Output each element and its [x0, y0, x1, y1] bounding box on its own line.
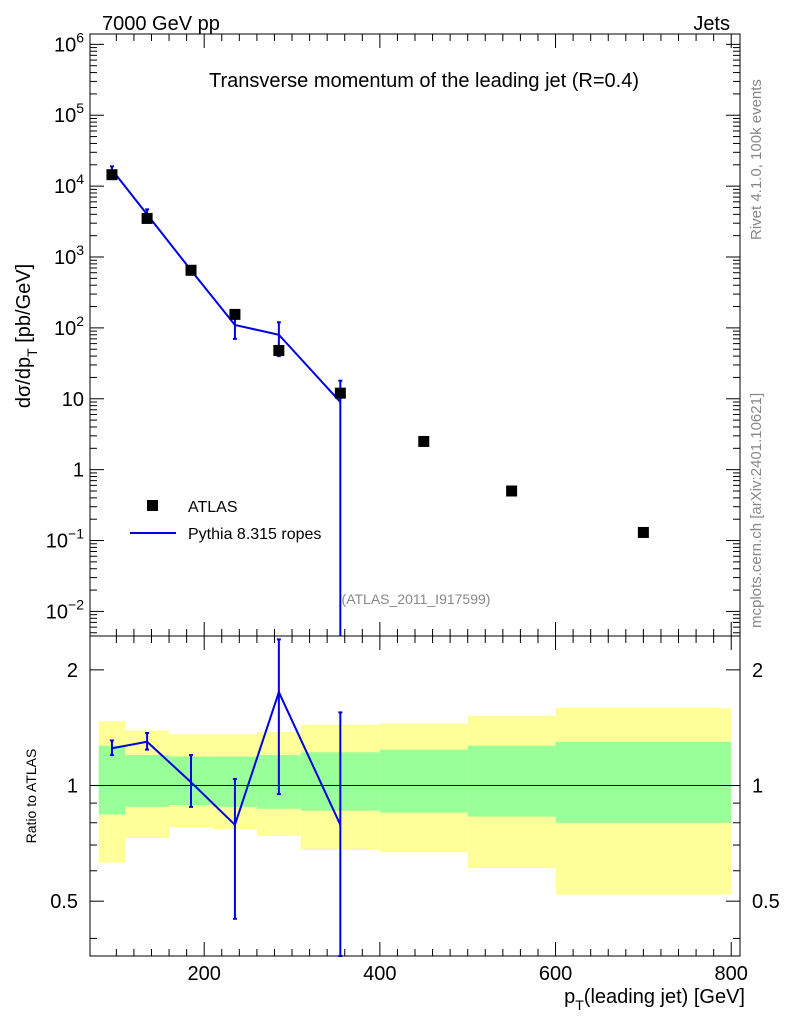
y-label-rest: [pb/GeV]	[13, 264, 35, 349]
y-tick-label: 10−1	[46, 526, 84, 553]
y-tick-label: 1	[73, 460, 84, 482]
ratio-y-tick-label: 0.5	[50, 891, 78, 913]
x-label-sub: T	[575, 997, 584, 1013]
atlas-data-point	[334, 387, 346, 399]
atlas-data-point	[141, 212, 153, 224]
y-tick-label: 104	[54, 171, 84, 198]
chart-title: Transverse momentum of the leading jet (…	[209, 70, 639, 92]
atlas-data-point	[106, 169, 118, 181]
ratio-y-axis-label: Ratio to ATLAS	[23, 749, 39, 844]
y-axis-label: dσ/dpT [pb/GeV]	[13, 264, 40, 408]
band-1sigma-bin	[379, 749, 468, 813]
ratio-y-tick-label: 1	[67, 776, 78, 798]
main-plot-frame	[89, 33, 741, 637]
atlas-data-point	[185, 264, 197, 276]
y-label-main: dσ/dp	[13, 357, 35, 408]
x-label-rest: (leading jet) [GeV]	[584, 986, 745, 1008]
y-tick-label: 10	[62, 389, 84, 411]
rivet-label: Rivet 4.1.0, 100k events	[748, 79, 765, 240]
mcplots-label: mcplots.cern.ch [arXiv:2401.10621]	[748, 393, 765, 628]
x-axis-label: pT(leading jet) [GeV]	[564, 986, 745, 1013]
atlas-data-point	[229, 308, 241, 320]
ratio-y-tick-label-right: 2	[752, 660, 763, 682]
ratio-y-axis: 0.5 0.5 1 1 2 2	[50, 660, 780, 939]
x-axis: 200 400 600 800	[115, 34, 748, 985]
band-1sigma-bin	[98, 745, 126, 815]
y-tick-label: 105	[54, 100, 84, 127]
legend-marker-atlas	[147, 500, 158, 511]
x-label-main: p	[564, 986, 575, 1008]
atlas-data-point	[506, 485, 518, 497]
ratio-y-tick-label: 2	[67, 660, 78, 682]
x-tick-label: 800	[715, 963, 748, 985]
x-tick-label: 600	[539, 963, 572, 985]
ratio-y-tick-label-right: 0.5	[752, 891, 780, 913]
band-1sigma-bin	[125, 755, 170, 807]
ratio-series-group	[109, 638, 343, 957]
legend-label-atlas: ATLAS	[188, 499, 238, 516]
header-left: 7000 GeV pp	[102, 13, 220, 35]
x-tick-label: 400	[363, 963, 396, 985]
y-label-sub: T	[24, 348, 40, 357]
band-1sigma-bin	[555, 741, 732, 823]
atlas-data-point	[637, 526, 649, 538]
y-tick-label: 10−2	[46, 596, 84, 623]
mc-series-group	[109, 165, 343, 636]
ratio-y-tick-label-right: 1	[752, 776, 763, 798]
y-tick-label: 103	[54, 242, 84, 269]
ratio-mc-line	[111, 689, 342, 827]
analysis-watermark: (ATLAS_2011_I917599)	[342, 591, 491, 607]
header-right: Jets	[693, 13, 730, 35]
ratio-y-label: Ratio to ATLAS	[23, 749, 39, 844]
x-tick-label: 200	[188, 963, 221, 985]
atlas-data-point	[273, 344, 285, 356]
y-tick-label: 106	[54, 29, 84, 56]
legend-label-pythia: Pythia 8.315 ropes	[188, 526, 321, 543]
atlas-series-group	[106, 169, 649, 538]
rivet-text: Rivet 4.1.0, 100k events	[748, 79, 765, 240]
svg-text:dσ/dpT [pb/GeV]: dσ/dpT [pb/GeV]	[13, 264, 40, 408]
band-1sigma-bin	[467, 745, 556, 817]
atlas-data-point	[418, 435, 430, 447]
mc-line	[111, 169, 342, 403]
y-tick-label: 102	[54, 313, 84, 340]
mcplots-text: mcplots.cern.ch [arXiv:2401.10621]	[748, 393, 765, 628]
